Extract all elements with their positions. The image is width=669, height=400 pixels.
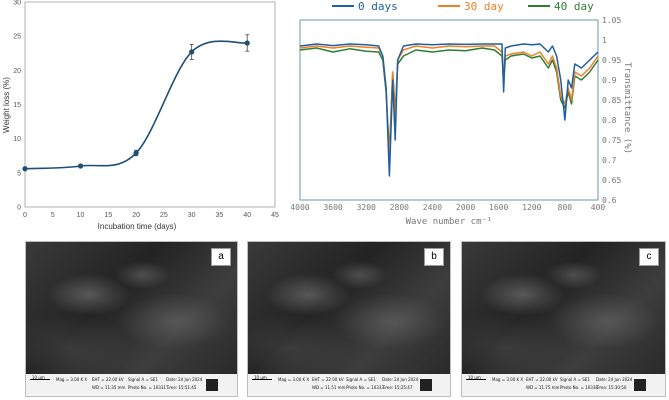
wl-xtick-label: 15 <box>104 212 112 219</box>
mag-c: Mag = 3.00 K X <box>492 377 524 382</box>
instrument-logo-c <box>634 379 646 391</box>
wl-xtick-label: 45 <box>271 212 279 219</box>
scale-text-b: 10 µm <box>254 375 267 380</box>
wl-ytick-label: 20 <box>13 68 21 75</box>
time-c: Time: 15:30:50 <box>596 385 627 390</box>
sem-panel-label-b: b <box>424 248 444 266</box>
ftir-ytick-label: 0.65 <box>602 176 621 185</box>
weight-loss-chart: 0 5 10 15 20 25 30 0 5 10 15 20 25 30 35 40 45 Weight l… <box>2 0 279 231</box>
signal-c: Signal A = SE1 <box>560 377 590 382</box>
date-c: Date: 24 Jun 2024 <box>596 377 633 382</box>
wl-ytick-label: 30 <box>13 0 21 7</box>
time-b: Time: 15:25:47 <box>382 385 413 390</box>
mag-b: Mag = 3.00 K X <box>278 377 310 382</box>
weight-loss-xlabel: Incubation time (days) <box>98 222 177 231</box>
wd-c: WD = 11.75 mm <box>526 385 560 390</box>
ftir-xtick-label: 800 <box>558 203 573 212</box>
scale-text-a: 10 µm <box>32 375 45 380</box>
ftir-legend-label: 40 day <box>554 0 594 13</box>
wl-xtick-label: 35 <box>216 212 224 219</box>
wl-ytick-label: 25 <box>13 34 21 41</box>
ftir-xtick-label: 1600 <box>489 203 508 212</box>
wl-xtick-label: 30 <box>188 212 196 219</box>
scale-text-c: 10 µm <box>468 375 481 380</box>
wl-ytick-label: 15 <box>13 102 21 109</box>
ftir-ytick-label: 0.7 <box>602 156 617 165</box>
ftir-xtick-label: 3600 <box>323 203 342 212</box>
ftir-ytick-label: 0.75 <box>602 136 621 145</box>
ftir-xtick-label: 1200 <box>522 203 541 212</box>
scale-bar-a <box>30 379 50 380</box>
ftir-legend-label: 0 days <box>358 0 398 13</box>
wl-trend-line <box>24 40 248 170</box>
wl-xtick-label: 5 <box>51 212 55 219</box>
date-a: Date: 24 Jun 2024 <box>166 377 203 382</box>
sem-panel-c: c 10 µm Mag = 3.00 K X EHT = 22.00 kV WD… <box>461 241 666 397</box>
wl-data-point <box>77 163 84 169</box>
sem-info-bar-c: 10 µm Mag = 3.00 K X EHT = 22.00 kV WD =… <box>462 374 665 396</box>
wl-ytick-label: 10 <box>13 136 21 143</box>
sem-info-bar-b: 10 µm Mag = 3.00 K X EHT = 22.00 kV WD =… <box>248 374 450 396</box>
ftir-ytick-label: 0.9 <box>602 76 617 85</box>
wl-xtick-label: 10 <box>77 212 85 219</box>
eht-c: EHT = 22.00 kV <box>526 377 558 382</box>
ftir-series-line <box>299 47 599 153</box>
wl-xtick-label: 0 <box>23 212 27 219</box>
wl-ytick-label: 0 <box>17 205 21 212</box>
sem-panel-a: a 10 µm Mag = 3.00 K X EHT = 22.00 kV WD… <box>25 241 238 397</box>
ftir-xtick-label: 400 <box>591 203 606 212</box>
eht-b: EHT = 22.00 kV <box>312 377 344 382</box>
ftir-xtick-label: 2800 <box>390 203 409 212</box>
ftir-legend-label: 30 day <box>464 0 504 13</box>
instrument-logo-b <box>420 379 432 391</box>
ftir-series-line <box>299 43 599 177</box>
wl-data-point <box>189 49 195 55</box>
sem-image-b <box>248 242 450 374</box>
photo-b: Photo No. = 10333 <box>346 385 384 390</box>
weight-loss-plot-frame <box>24 1 276 208</box>
sem-info-bar-a: 10 µm Mag = 3.00 K X EHT = 22.00 kV WD =… <box>26 374 237 396</box>
ftir-plot-frame <box>299 19 599 201</box>
sem-panel-b: b 10 µm Mag = 3.00 K X EHT = 22.00 kV WD… <box>247 241 451 397</box>
ftir-xtick-label: 3200 <box>357 203 376 212</box>
ftir-ylabel: Transmittance (%) <box>622 62 632 154</box>
ftir-xtick-label: 2000 <box>456 203 475 212</box>
scale-bar-b <box>252 379 272 380</box>
wl-data-point <box>22 166 28 172</box>
wl-xtick-label: 25 <box>160 212 168 219</box>
ftir-ytick-label: 0.85 <box>602 96 621 105</box>
ftir-xtick-label: 4000 <box>290 203 309 212</box>
time-a: Time: 15:51:45 <box>166 385 197 390</box>
wd-b: WD = 11.51 mm <box>312 385 346 390</box>
scale-bar-c <box>466 379 486 380</box>
ftir-ytick-label: 1.05 <box>602 16 621 25</box>
sem-image-a <box>26 242 237 374</box>
ftir-xlabel: Wave number cm⁻¹ <box>406 217 493 227</box>
ftir-chart: 0 days 30 day 40 day 0.6 0.65 0.7 0.75 0.8 0.85… <box>290 0 632 227</box>
ftir-ytick-label: 1 <box>602 36 607 45</box>
sem-image-c <box>462 242 665 374</box>
wd-a: WD = 11.35 mm <box>92 385 126 390</box>
instrument-logo-a <box>206 379 218 391</box>
wl-data-point <box>244 40 250 46</box>
mag-a: Mag = 3.00 K X <box>56 377 88 382</box>
date-b: Date: 24 Jun 2024 <box>382 377 419 382</box>
ftir-xtick-label: 2400 <box>423 203 442 212</box>
eht-a: EHT = 22.00 kV <box>92 377 124 382</box>
ftir-ytick-label: 0.8 <box>602 116 617 125</box>
signal-a: Signal A = SE1 <box>128 377 158 382</box>
ftir-ytick-label: 0.6 <box>602 196 617 205</box>
weight-loss-ylabel: Weight loss (%) <box>2 77 11 133</box>
wl-ytick-label: 5 <box>17 170 21 177</box>
ftir-ytick-label: 0.95 <box>602 56 621 65</box>
wl-data-point <box>133 150 139 156</box>
photo-a: Photo No. = 10331 <box>128 385 166 390</box>
sem-panel-label-a: a <box>211 248 231 266</box>
wl-xtick-label: 20 <box>132 212 140 219</box>
wl-xtick-label: 40 <box>243 212 251 219</box>
signal-b: Signal A = SE1 <box>346 377 376 382</box>
sem-panel-label-c: c <box>639 248 659 266</box>
photo-c: Photo No. = 10338 <box>560 385 598 390</box>
